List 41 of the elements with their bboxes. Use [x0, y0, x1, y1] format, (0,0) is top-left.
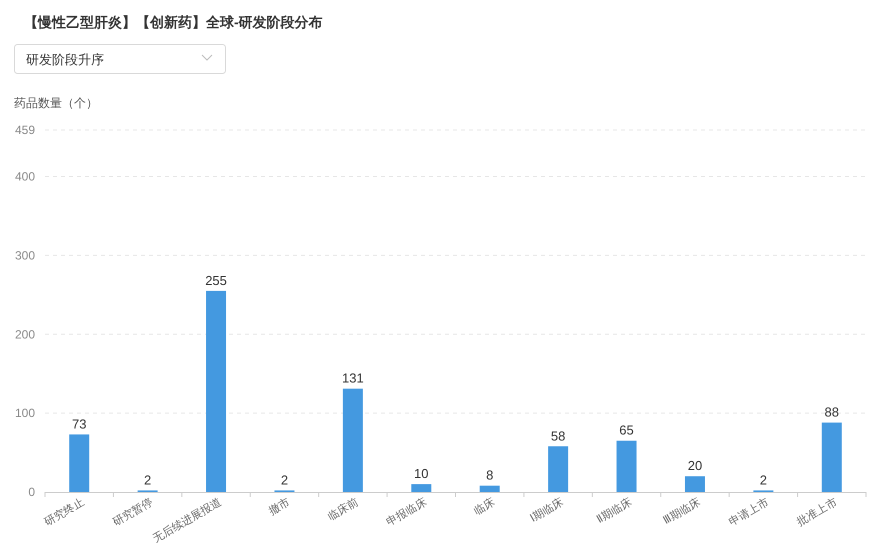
bar: [616, 440, 637, 492]
x-tick-label: Ⅲ期临床: [660, 495, 702, 527]
bar: [342, 388, 363, 492]
bar: [822, 422, 842, 492]
x-tick-label: 申报临床: [384, 495, 429, 529]
x-tick-label: 申请上市: [726, 495, 771, 529]
x-tick-label: 撤市: [266, 495, 292, 518]
y-tick-label: 200: [14, 327, 36, 342]
chart-title: 【慢性乙型肝炎】【创新药】全球-研发阶段分布: [24, 14, 323, 30]
y-tick-label: 400: [14, 170, 36, 184]
data-label: 88: [824, 404, 840, 420]
y-axis-title: 药品数量（个）: [14, 96, 98, 110]
bar: [411, 484, 432, 492]
text: 研发阶段升序: [26, 52, 104, 67]
x-tick-label: Ⅰ期临床: [528, 495, 566, 525]
data-label: 73: [72, 416, 86, 432]
data-label: 2: [144, 472, 152, 488]
data-label: 2: [280, 472, 288, 488]
x-tick-label: 研究暂停: [110, 495, 156, 529]
data-label: 131: [342, 370, 364, 386]
data-label: 58: [550, 428, 566, 444]
y-tick-label: 100: [14, 406, 36, 420]
y-tick-label: 0: [28, 485, 36, 499]
x-tick-label: Ⅱ期临床: [594, 495, 634, 526]
bar: [684, 476, 705, 492]
x-tick-label: 研究终止: [42, 495, 87, 529]
x-tick-label: 批准上市: [794, 495, 840, 529]
data-label: 20: [688, 458, 702, 474]
data-label: 65: [619, 422, 634, 438]
data-label: 10: [414, 466, 429, 482]
x-tick-label: 临床: [472, 495, 498, 518]
data-label: 255: [205, 272, 227, 288]
data-label: 2: [760, 472, 767, 488]
y-tick-label: 300: [14, 248, 36, 262]
data-label: 8: [486, 468, 494, 483]
bar: [206, 290, 226, 492]
x-tick-label: 临床前: [325, 495, 360, 524]
y-tick-label: 459: [14, 123, 36, 137]
bar: [69, 434, 90, 492]
bar: [548, 446, 568, 492]
bar: [480, 486, 500, 492]
